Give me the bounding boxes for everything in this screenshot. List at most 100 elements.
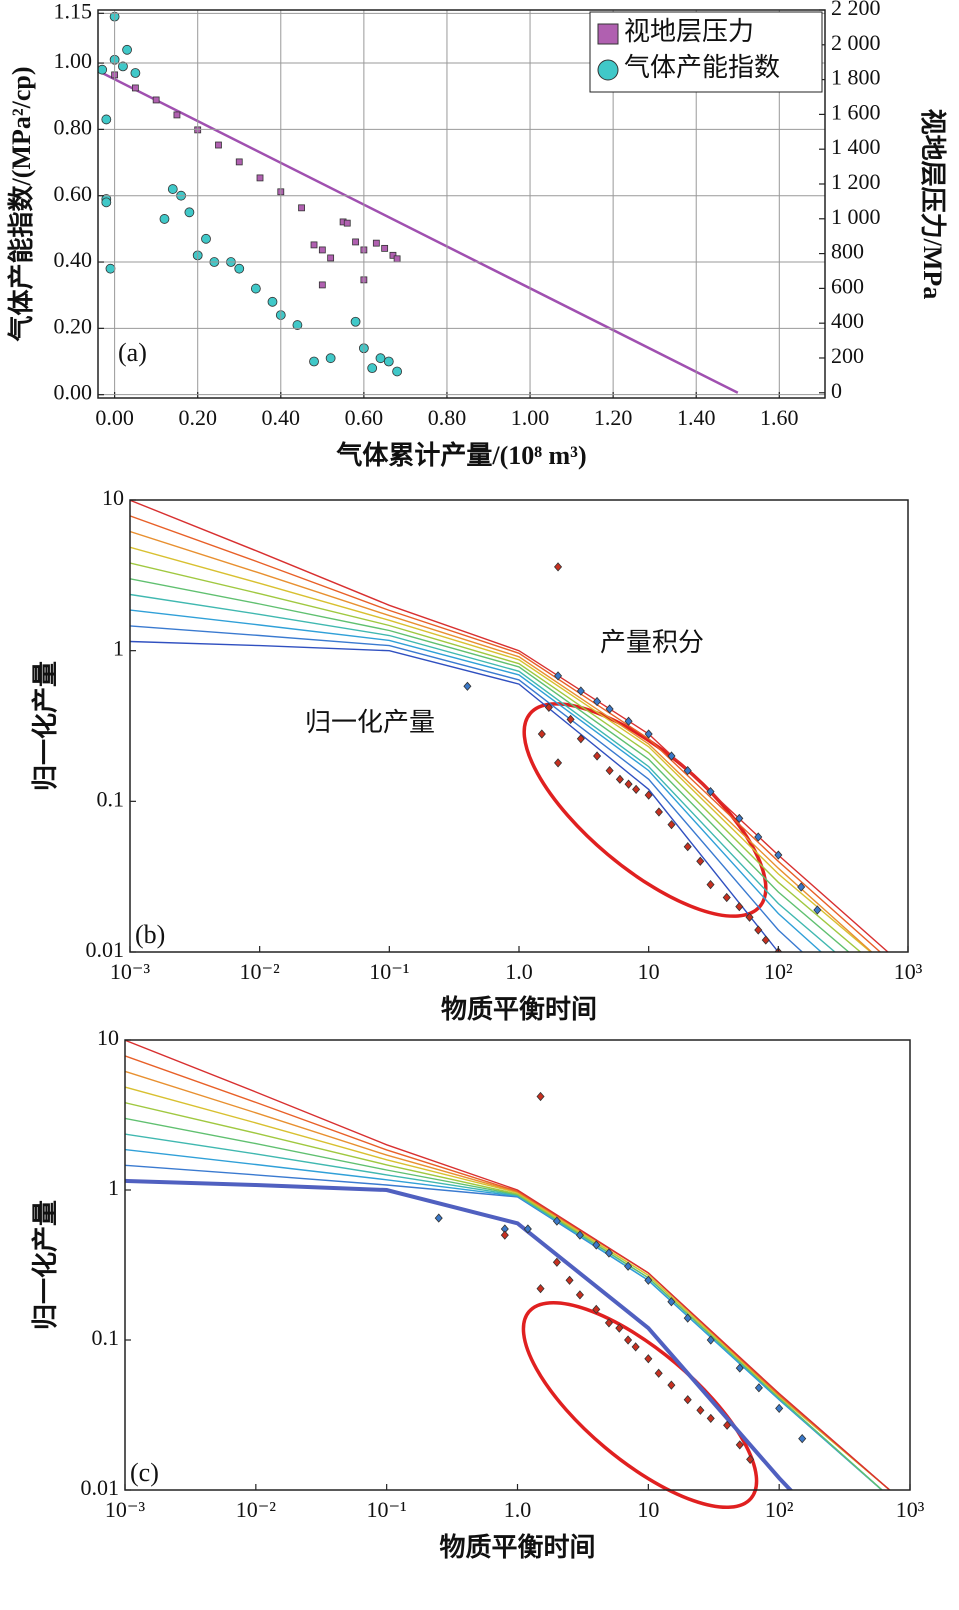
point [327,254,335,262]
point [754,832,763,842]
point [667,820,676,830]
point [566,714,575,724]
point [683,1395,692,1405]
annotation: 产量积分 [600,628,704,657]
point [101,114,112,125]
point [130,68,141,78]
point [101,197,112,208]
x-tick-label: 10⁻² [240,959,281,984]
point [615,774,624,784]
y2-tick-label: 200 [831,343,864,368]
point [105,263,116,274]
point [604,1248,613,1258]
annotation: (c) [130,1458,159,1487]
highlight-ellipse [522,702,768,918]
curve [130,578,850,952]
point [118,61,128,72]
point [215,141,222,149]
point [552,1216,561,1226]
point [393,255,401,263]
point [372,239,380,247]
point [389,251,397,259]
point [723,1420,732,1430]
point [706,787,715,797]
x-tick-label: 10⁻¹ [367,1497,407,1522]
curve [130,515,882,952]
y-tick-label: 0.00 [54,380,93,405]
x-tick-label: 1.20 [594,405,633,430]
curve [125,1117,884,1490]
y-tick-label: 0.1 [92,1325,120,1350]
y-tick-label: 10 [102,485,124,510]
point [593,751,602,761]
point [604,1318,613,1328]
curve [125,1178,794,1490]
y2-tick-label: 600 [831,273,864,298]
curve [125,1148,883,1490]
point [813,905,822,915]
point [173,111,181,119]
plot-frame [97,9,826,399]
curve [130,593,836,952]
x-tick-label: 10 [638,959,660,984]
point [434,1213,443,1223]
y-axis-title: 归一化产量 [31,1200,60,1330]
point [754,925,763,935]
point [592,1240,601,1250]
point [554,758,563,768]
x-tick-label: 10³ [894,959,923,984]
point [624,779,633,789]
point [654,1368,663,1378]
curve [125,1102,891,1490]
x-tick-label: 10⁻³ [105,1497,146,1522]
y-axis-title: 气体产能指数/(MPa²/cp) [6,67,36,343]
point [592,1304,601,1314]
point [309,356,319,367]
point [593,696,602,707]
point [167,184,178,194]
point [696,1405,705,1415]
point [631,1342,640,1352]
curve [130,640,780,952]
point [318,246,326,254]
point [554,671,563,681]
point [774,850,783,860]
point [735,813,744,824]
point [797,882,806,892]
y2-tick-label: 1 000 [831,204,881,229]
x-axis-title: 物质平衡时间 [439,1532,595,1562]
curve [130,562,862,952]
point [381,244,389,252]
point [706,1413,715,1424]
point [683,842,692,852]
point [632,784,641,795]
point [375,353,386,364]
point [234,263,245,274]
curve [130,609,823,952]
point [318,281,326,289]
y-tick-label: 0.20 [54,313,93,338]
curve [125,1164,883,1490]
y2-tick-label: 0 [831,378,842,403]
y-tick-label: 1 [113,636,124,661]
point [544,702,553,713]
point [576,686,585,696]
point [523,1224,532,1234]
x-tick-label: 10⁻² [236,1497,277,1522]
point [644,729,653,739]
x-tick-label: 1.60 [760,405,799,430]
legend-box [589,11,823,93]
point [552,1257,561,1267]
point [367,363,378,374]
annotation: (b) [135,920,165,949]
point [310,241,318,249]
x-tick-label: 1.0 [504,1497,532,1522]
point [565,1275,574,1285]
point [644,790,653,800]
y-tick-label: 1 [108,1175,119,1200]
point [256,174,264,182]
y-axis-title: 归一化产量 [31,661,60,791]
x-tick-label: 10⁻³ [110,959,151,984]
x-tick-label: 0.00 [95,405,134,430]
